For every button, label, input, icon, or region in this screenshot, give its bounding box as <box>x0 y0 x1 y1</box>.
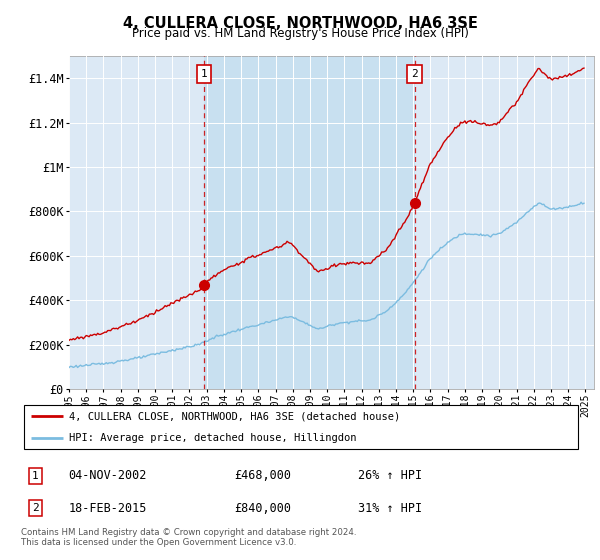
Bar <box>204 56 415 389</box>
Text: 2: 2 <box>32 503 38 513</box>
Text: £840,000: £840,000 <box>234 502 291 515</box>
Text: £468,000: £468,000 <box>234 469 291 483</box>
Text: 26% ↑ HPI: 26% ↑ HPI <box>358 469 422 483</box>
Text: 1: 1 <box>32 471 38 481</box>
Text: HPI: Average price, detached house, Hillingdon: HPI: Average price, detached house, Hill… <box>68 433 356 443</box>
Text: Contains HM Land Registry data © Crown copyright and database right 2024.
This d: Contains HM Land Registry data © Crown c… <box>21 528 356 547</box>
Text: 4, CULLERA CLOSE, NORTHWOOD, HA6 3SE (detached house): 4, CULLERA CLOSE, NORTHWOOD, HA6 3SE (de… <box>68 411 400 421</box>
Text: 04-NOV-2002: 04-NOV-2002 <box>68 469 147 483</box>
Text: 18-FEB-2015: 18-FEB-2015 <box>68 502 147 515</box>
Text: 1: 1 <box>200 69 207 79</box>
Text: 2: 2 <box>412 69 418 79</box>
FancyBboxPatch shape <box>24 405 578 449</box>
Text: 31% ↑ HPI: 31% ↑ HPI <box>358 502 422 515</box>
Text: 4, CULLERA CLOSE, NORTHWOOD, HA6 3SE: 4, CULLERA CLOSE, NORTHWOOD, HA6 3SE <box>122 16 478 31</box>
Text: Price paid vs. HM Land Registry's House Price Index (HPI): Price paid vs. HM Land Registry's House … <box>131 27 469 40</box>
